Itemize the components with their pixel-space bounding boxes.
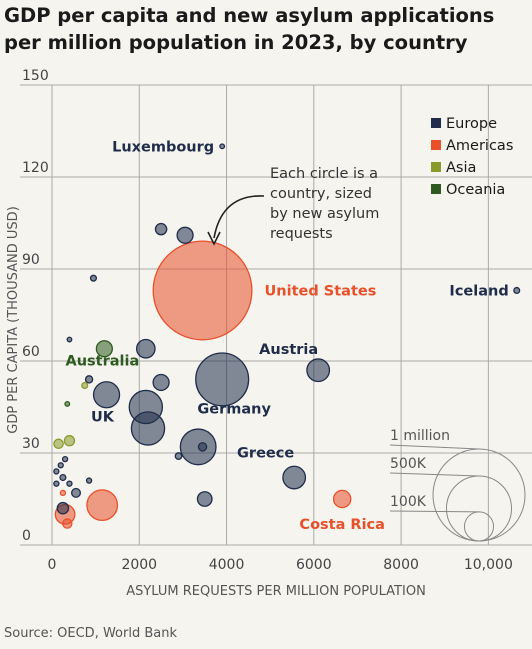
bubble: [70, 487, 82, 498]
bubble: [86, 489, 119, 522]
bubble: [89, 274, 98, 282]
country-label-luxembourg: Luxembourg: [112, 139, 214, 155]
legend-swatch-oceania: [431, 184, 441, 194]
country-label-united-states: United States: [265, 283, 377, 299]
annotation: Each circle is a country, sized by new a…: [207, 166, 379, 246]
legend-swatch-europe: [431, 118, 441, 128]
x-tick-label: 8000: [383, 557, 419, 573]
x-tick-labels: 0 2000 4000 6000 8000 10,000: [48, 557, 513, 573]
bubble: [85, 477, 93, 484]
bubble-uk: [92, 381, 121, 409]
bubble: [53, 438, 64, 450]
size-legend-leader: [389, 510, 480, 513]
bubble: [66, 480, 73, 487]
annotation-line: country, sized: [270, 186, 372, 202]
size-legend-leader: [389, 444, 480, 450]
y-tick-labels: 0 30 60 90 120 150: [22, 68, 49, 544]
legend: Europe Americas Asia Oceania: [431, 116, 513, 198]
legend-label-oceania: Oceania: [446, 182, 505, 198]
scatter-chart: 0 30 60 90 120 150 0 2000 4000 6000 8000 10,000 GD…: [6, 68, 532, 599]
bubble: [57, 462, 64, 469]
bubble-greece: [282, 465, 307, 490]
x-axis-title: ASYLUM REQUESTS PER MILLION POPULATION: [126, 584, 426, 599]
x-tick-label: 10,000: [464, 557, 513, 573]
size-legend-circle: [463, 511, 495, 542]
y-tick-label: 120: [22, 160, 49, 176]
bubble: [84, 375, 94, 384]
size-legend: 1 million 500K 100K: [389, 428, 526, 542]
bubble: [176, 226, 194, 244]
y-tick-label: 0: [22, 528, 31, 544]
bubble-costa-rica: [332, 489, 352, 509]
legend-label-asia: Asia: [446, 160, 476, 176]
annotation-line: Each circle is a: [270, 166, 378, 182]
annotation-line: by new asylum: [270, 206, 379, 222]
size-legend-leader: [389, 472, 480, 477]
bubble: [62, 518, 73, 529]
x-tick-label: 0: [48, 557, 57, 573]
legend-swatch-asia: [431, 162, 441, 172]
country-label-costa-rica: Costa Rica: [299, 517, 385, 533]
y-tick-label: 90: [22, 252, 40, 268]
bubble: [135, 338, 156, 359]
country-label-germany: Germany: [197, 401, 271, 417]
bubble: [53, 468, 60, 475]
bubble-austria: [306, 358, 331, 383]
bubble-iceland: [513, 286, 521, 295]
country-label-austria: Austria: [259, 342, 318, 358]
size-legend-label: 100K: [390, 494, 427, 510]
x-tick-label: 6000: [296, 557, 332, 573]
bubble: [63, 435, 76, 447]
annotation-line: requests: [270, 226, 333, 242]
bubble: [196, 491, 213, 507]
bubble-australia: [95, 340, 113, 358]
country-label-australia: Australia: [65, 354, 139, 370]
legend-swatch-americas: [431, 140, 441, 150]
bubble-germany: [195, 352, 250, 407]
x-tick-label: 4000: [209, 557, 245, 573]
legend-label-europe: Europe: [446, 116, 497, 132]
bubble-united-states: [152, 240, 253, 341]
bubble: [154, 222, 168, 236]
y-tick-label: 150: [22, 68, 49, 84]
y-tick-label: 30: [22, 436, 40, 452]
bubble: [197, 442, 208, 452]
annotation-arrowhead: [207, 231, 221, 246]
bubble: [59, 489, 67, 497]
x-tick-label: 2000: [121, 557, 157, 573]
y-axis-title: GDP PER CAPITA (THOUSAND USD): [6, 206, 21, 434]
bubble: [130, 411, 166, 446]
bubble: [61, 455, 69, 463]
grid-lines: [20, 84, 532, 546]
bubble-layer: [53, 143, 521, 529]
bubble: [59, 473, 67, 482]
size-legend-label: 500K: [390, 456, 427, 472]
size-legend-label: 1 million: [390, 428, 450, 444]
legend-label-americas: Americas: [446, 138, 513, 154]
bubble: [56, 501, 70, 515]
bubble: [152, 373, 170, 392]
bubble: [81, 381, 89, 390]
size-legend-circle: [432, 448, 526, 542]
bubble: [53, 480, 60, 487]
source-note: Source: OECD, World Bank: [4, 626, 177, 641]
bubble-luxembourg: [219, 143, 226, 150]
bubble: [174, 452, 183, 460]
country-label-uk: UK: [91, 410, 115, 426]
y-tick-label: 60: [22, 344, 40, 360]
size-legend-circle: [445, 475, 513, 542]
chart-title: GDP per capita and new asylum applicatio…: [4, 4, 495, 54]
country-label-iceland: Iceland: [449, 283, 508, 299]
country-labels: United States Luxembourg Iceland Austria Ger…: [65, 139, 508, 533]
bubble: [64, 400, 71, 407]
country-label-greece: Greece: [237, 446, 294, 462]
bubble: [66, 336, 73, 343]
annotation-arrow: [213, 195, 265, 239]
